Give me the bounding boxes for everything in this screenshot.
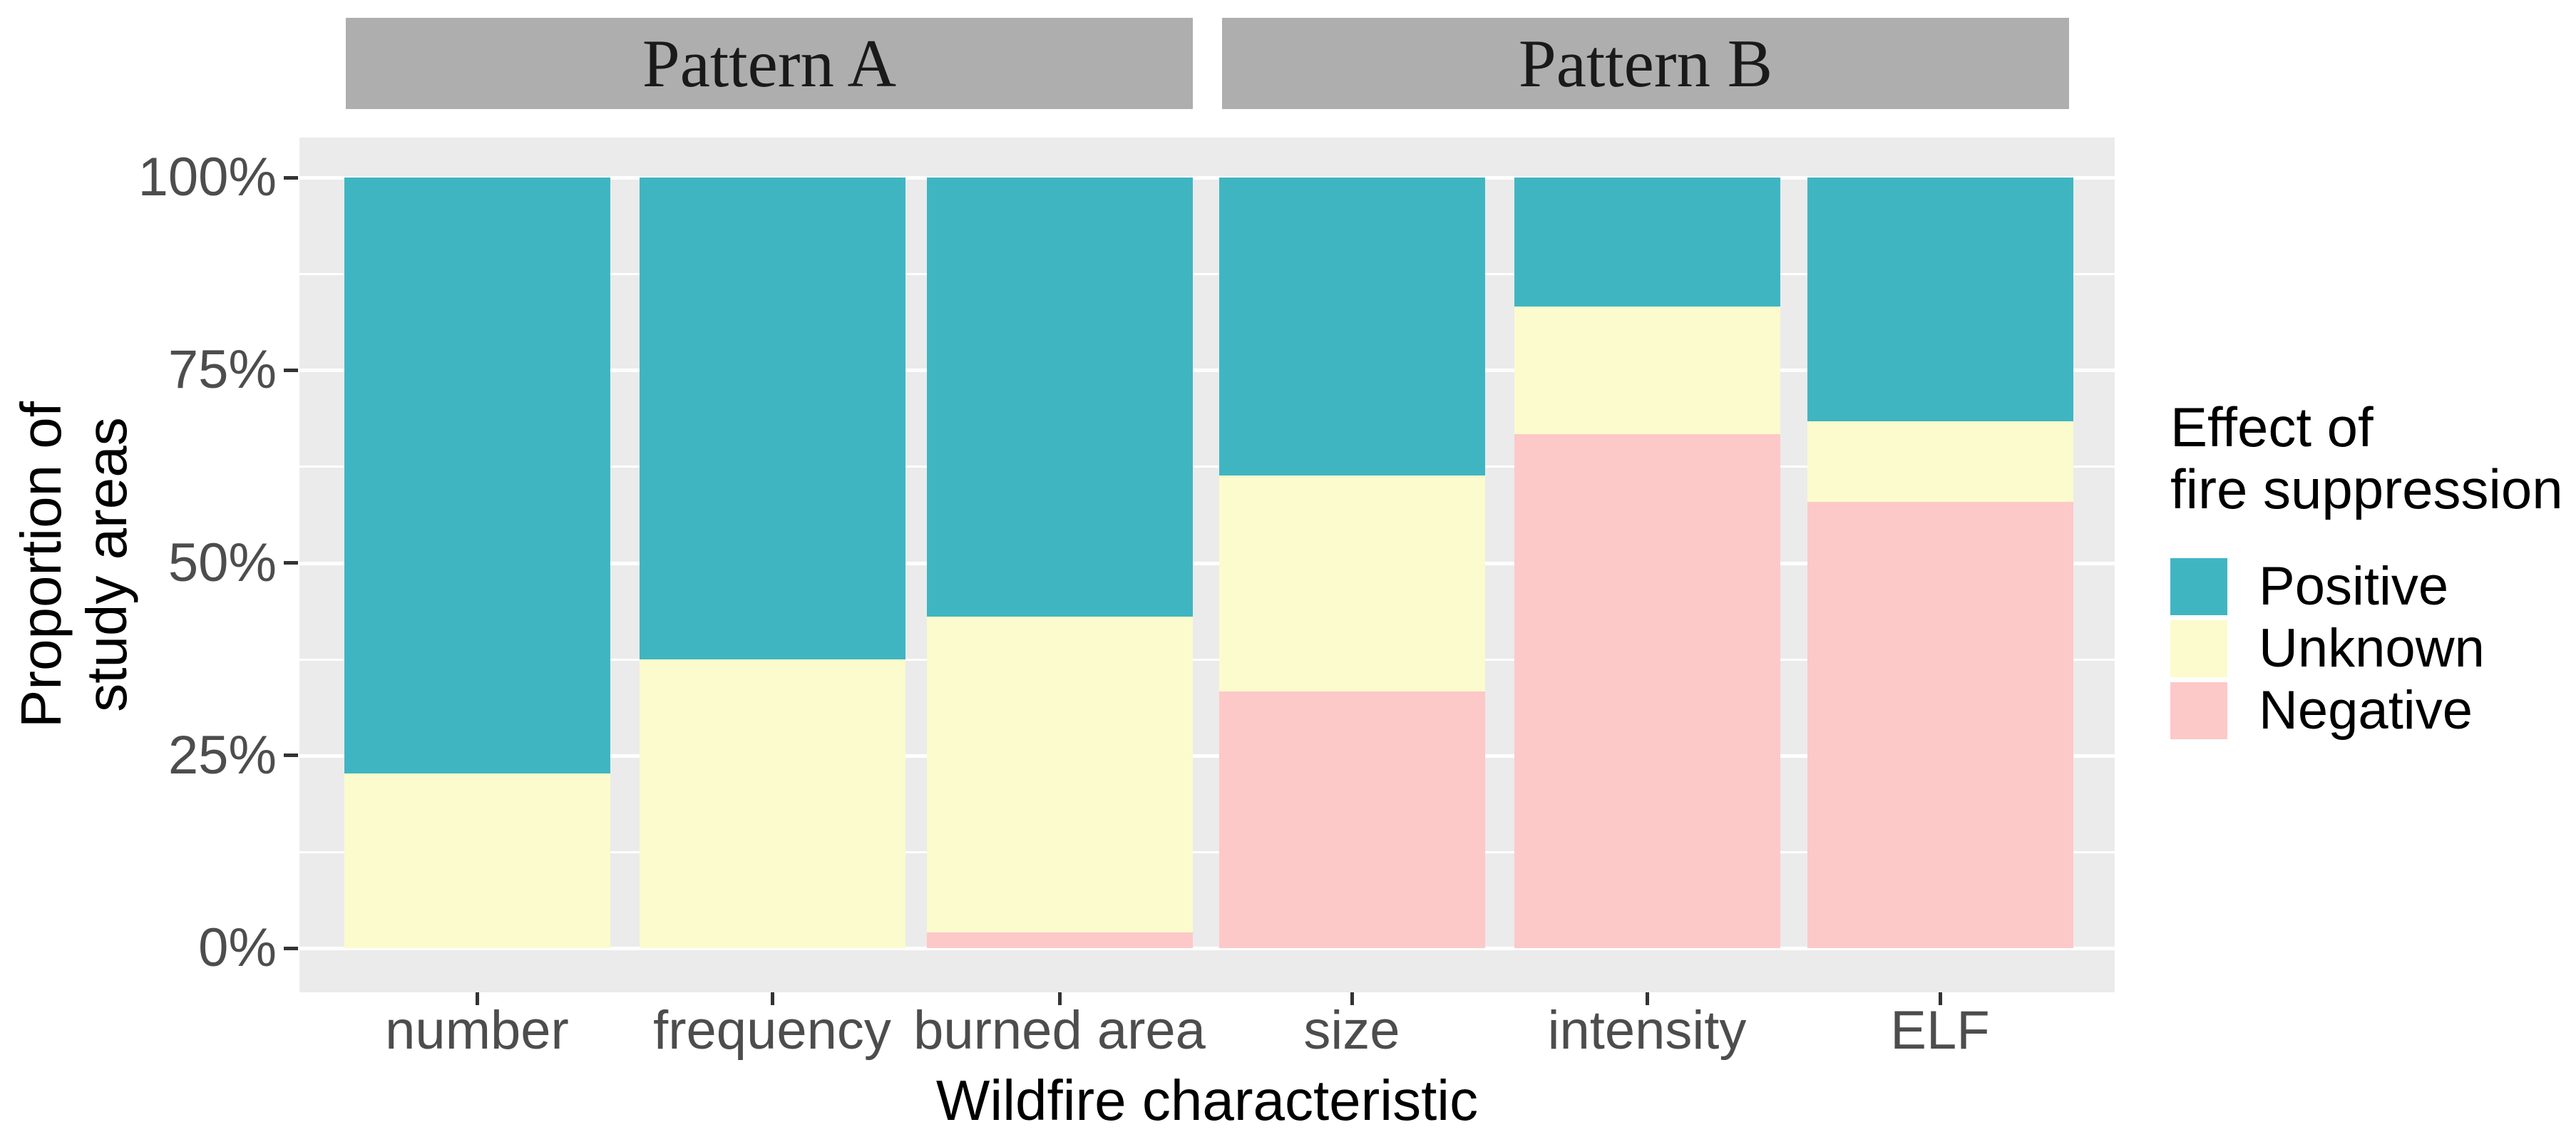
- x-axis-tick: [475, 992, 479, 1005]
- plot-panel: [299, 138, 2115, 992]
- bar-segment-negative: [1218, 691, 1485, 948]
- x-tick-label: intensity: [1547, 1000, 1747, 1061]
- major-gridline: [299, 753, 2115, 758]
- legend-title-line2: fire suppression: [2170, 458, 2563, 521]
- y-axis-tick: [284, 368, 298, 372]
- x-axis-tick: [770, 992, 774, 1005]
- bar-segment-positive: [1807, 178, 2073, 421]
- bar-segment-negative: [1807, 502, 2073, 948]
- x-axis-tick: [1350, 992, 1354, 1005]
- legend-label: Unknown: [2259, 617, 2485, 679]
- y-axis-title-line2: study areas: [75, 417, 138, 712]
- x-tick-label: number: [385, 1000, 569, 1061]
- legend-swatch-negative: [2170, 681, 2227, 739]
- legend-entry: Unknown: [2170, 617, 2563, 679]
- legend-title: Effect of fire suppression: [2170, 396, 2563, 521]
- bar-segment-unknown: [639, 659, 905, 948]
- y-tick-label: 75%: [168, 339, 277, 401]
- bar-segment-unknown: [926, 617, 1193, 933]
- y-tick-label: 25%: [168, 724, 277, 786]
- major-gridline: [299, 947, 2115, 950]
- bar-segment-positive: [344, 178, 610, 773]
- bar-segment-positive: [926, 178, 1193, 617]
- minor-gridline: [299, 658, 2115, 661]
- y-axis-title-line1: Proportion of: [9, 401, 73, 729]
- minor-gridline: [299, 466, 2115, 468]
- major-gridline: [299, 561, 2115, 565]
- x-tick-label: burned area: [913, 1000, 1206, 1061]
- major-gridline: [299, 369, 2115, 373]
- y-axis-title: Proportion of study areas: [9, 137, 151, 992]
- major-gridline: [299, 176, 2115, 180]
- facet-strip-pattern-b: Pattern B: [1222, 18, 2069, 109]
- y-axis-tick: [284, 175, 298, 180]
- y-tick-label: 100%: [138, 147, 277, 207]
- x-tick-label: size: [1303, 1000, 1400, 1061]
- x-axis-title: Wildfire characteristic: [935, 1069, 1479, 1132]
- minor-gridline: [299, 850, 2115, 853]
- legend-items: Positive Unknown Negative: [2170, 555, 2563, 741]
- bar-segment-positive: [1514, 178, 1780, 307]
- x-axis-tick: [1938, 992, 1942, 1005]
- bar-segment-unknown: [344, 773, 610, 948]
- legend-label: Positive: [2259, 555, 2449, 617]
- legend: Effect of fire suppression Positive Unkno…: [2170, 396, 2563, 744]
- y-tick-label: 50%: [168, 532, 277, 593]
- y-axis-tick: [284, 946, 298, 950]
- legend-entry: Positive: [2170, 555, 2563, 617]
- legend-title-line1: Effect of: [2170, 396, 2374, 458]
- y-tick-label: 0%: [198, 917, 277, 978]
- bar-segment-negative: [1514, 433, 1780, 948]
- legend-entry: Negative: [2170, 679, 2563, 741]
- bar-segment-positive: [639, 178, 905, 659]
- bar-segment-unknown: [1218, 475, 1485, 692]
- x-tick-label: ELF: [1890, 1000, 1990, 1061]
- minor-gridline: [299, 273, 2115, 276]
- legend-swatch-unknown: [2170, 619, 2227, 677]
- legend-swatch-positive: [2170, 557, 2227, 615]
- facet-strip-label: Pattern A: [642, 26, 897, 101]
- bar-segment-negative: [926, 932, 1193, 948]
- facet-strip-label: Pattern B: [1518, 26, 1773, 101]
- y-axis-tick: [284, 561, 298, 565]
- bar-segment-unknown: [1807, 421, 2073, 503]
- facet-strip-pattern-a: Pattern A: [346, 18, 1193, 109]
- legend-label: Negative: [2259, 679, 2473, 741]
- bar-segment-unknown: [1514, 306, 1780, 434]
- x-axis-tick: [1057, 992, 1062, 1005]
- x-tick-label: frequency: [653, 1000, 891, 1061]
- bar-segment-positive: [1218, 178, 1485, 476]
- y-axis-tick: [284, 753, 298, 758]
- x-axis-tick: [1645, 992, 1649, 1005]
